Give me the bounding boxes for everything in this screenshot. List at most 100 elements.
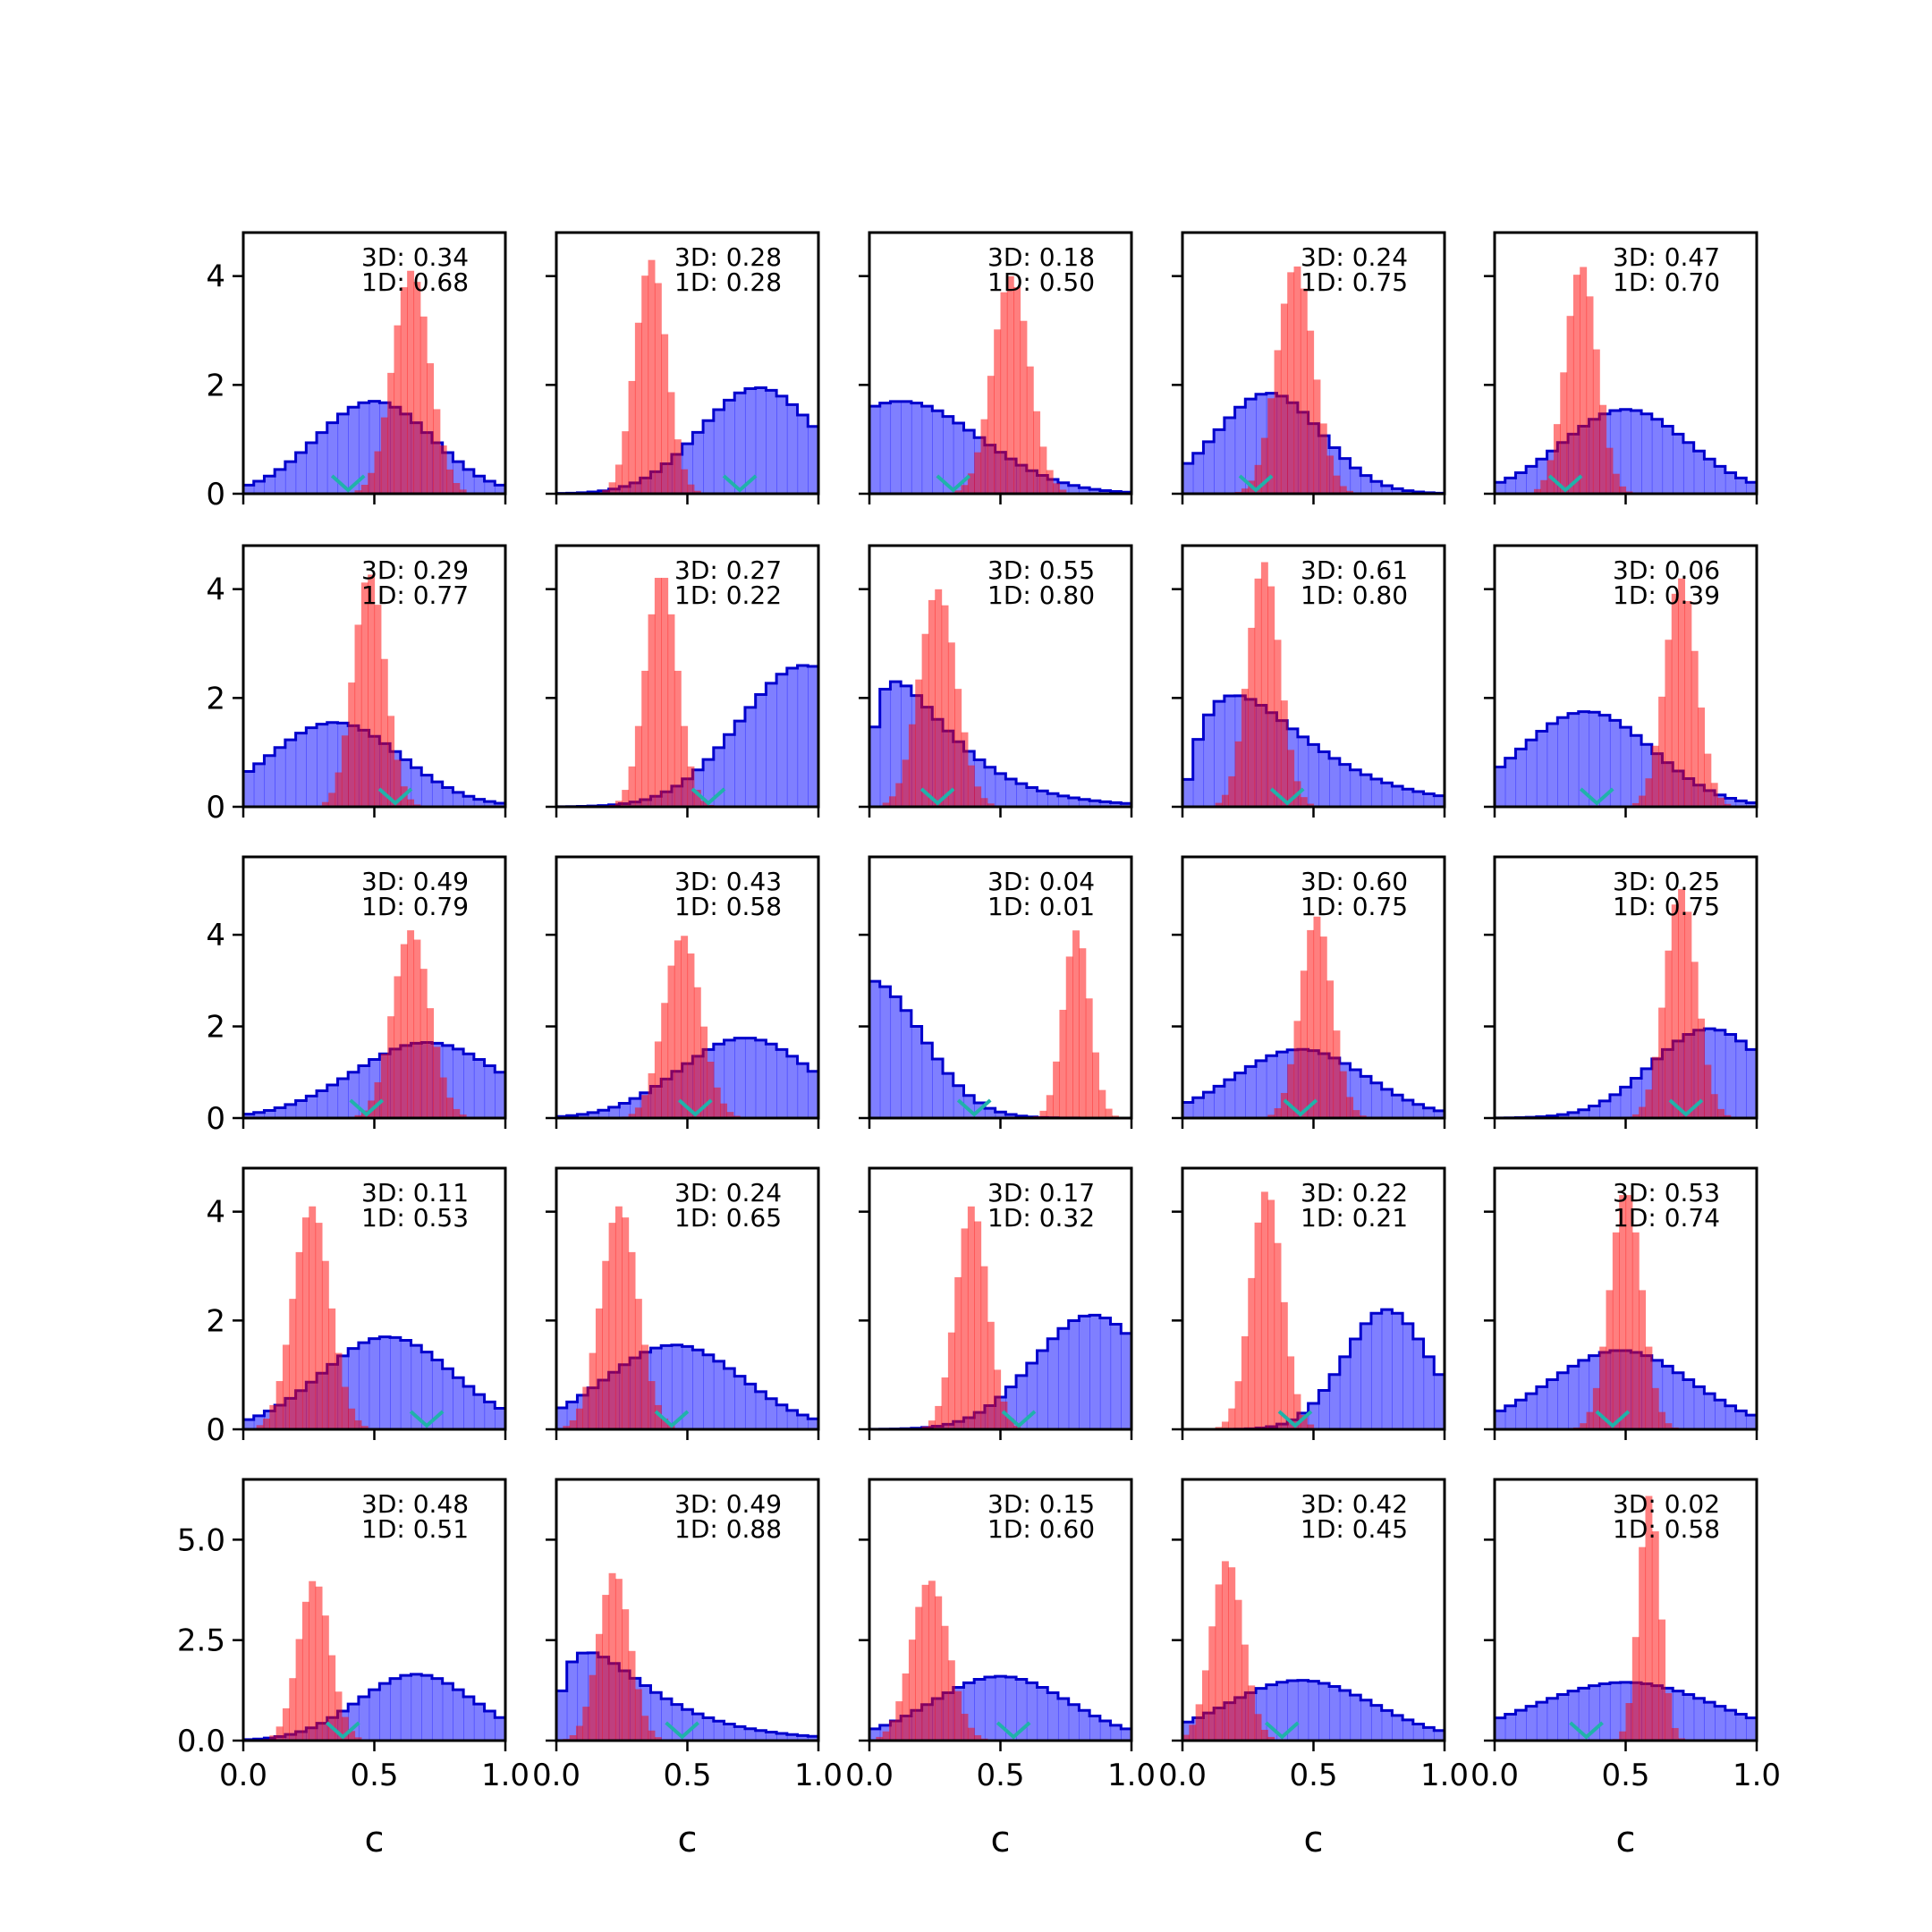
red-bar: [1698, 1018, 1705, 1118]
red-bar: [275, 1381, 284, 1429]
blue-bar: [1318, 1390, 1330, 1429]
blue-bar: [1495, 767, 1506, 807]
red-bar: [1658, 1411, 1666, 1429]
red-bar: [1724, 803, 1732, 807]
blue-bar: [724, 1724, 735, 1741]
red-bar: [895, 783, 903, 807]
red-bar: [1260, 1729, 1268, 1741]
blue-bar: [1651, 419, 1664, 494]
annotation-1d: 1D: 0.21: [1301, 1203, 1408, 1233]
panel-plot-area: [556, 259, 818, 494]
red-histogram: [563, 1206, 675, 1429]
red-bar: [269, 1735, 277, 1741]
red-bar: [321, 1615, 329, 1741]
blue-bar: [1578, 1109, 1590, 1118]
annotation-3d: 3D: 0.43: [674, 867, 782, 896]
red-bar: [1260, 437, 1268, 494]
blue-bar: [786, 1410, 799, 1429]
red-bar: [575, 1408, 583, 1429]
blue-bar: [1495, 1411, 1506, 1429]
red-bar: [1046, 1095, 1054, 1118]
blue-bar: [326, 1085, 339, 1118]
annotation-3d: 3D: 0.34: [361, 242, 469, 272]
red-bar: [902, 759, 910, 807]
red-bar: [335, 1352, 343, 1429]
blue-bar: [911, 402, 923, 494]
red-bar: [354, 1114, 362, 1118]
red-bar: [1287, 1356, 1295, 1429]
blue-bar: [358, 1343, 370, 1429]
blue-bar: [1203, 1092, 1215, 1118]
red-bar: [1619, 486, 1627, 494]
blue-bar: [1715, 466, 1726, 494]
blue-bar: [495, 485, 505, 494]
red-bar: [1639, 795, 1647, 807]
red-bar: [1307, 330, 1315, 494]
red-histogram: [608, 578, 715, 807]
red-bar: [1560, 372, 1568, 494]
blue-bar: [1192, 739, 1205, 807]
red-bar: [309, 1580, 317, 1741]
blue-bar: [1005, 1676, 1017, 1741]
annotation-3d: 3D: 0.24: [1301, 242, 1408, 272]
blue-bar: [1329, 758, 1341, 807]
red-bar: [994, 329, 1002, 494]
panel-plot-area: [243, 930, 505, 1118]
blue-bar: [734, 1376, 746, 1429]
annotation-1d: 1D: 0.39: [1613, 580, 1720, 610]
y-tick-label: 2: [206, 1010, 225, 1046]
annotation-1d: 1D: 0.75: [1613, 892, 1720, 921]
panel-plot-area: [1182, 266, 1445, 494]
red-bar: [1274, 1242, 1282, 1429]
red-bar: [1339, 1071, 1347, 1118]
blue-bar: [463, 469, 475, 494]
annotation-3d: 3D: 0.27: [674, 555, 782, 585]
red-bar: [1254, 578, 1262, 807]
blue-bar: [1057, 1328, 1070, 1429]
red-bar: [1000, 1401, 1008, 1429]
red-bar: [602, 489, 610, 494]
panel-plot-area: [869, 1580, 1131, 1741]
blue-bar: [1402, 490, 1414, 494]
blue-bar: [1339, 764, 1352, 807]
annotation-3d: 3D: 0.18: [987, 242, 1095, 272]
blue-bar: [317, 432, 328, 494]
red-bar: [1182, 1734, 1190, 1741]
blue-bar: [442, 1683, 453, 1741]
red-bar: [1684, 911, 1692, 1118]
red-bar: [980, 419, 988, 494]
annotation-1d: 1D: 0.60: [987, 1514, 1095, 1544]
marker-v: [330, 474, 366, 493]
blue-bar: [776, 1733, 788, 1741]
red-bar: [1346, 1097, 1354, 1118]
panel-plot-area: [243, 1580, 505, 1741]
blue-bar: [808, 1419, 818, 1429]
blue-bar: [995, 1112, 1006, 1118]
red-bar: [439, 1077, 447, 1118]
blue-bar: [755, 1391, 767, 1429]
red-bar: [1658, 1007, 1666, 1118]
red-bar: [648, 259, 656, 494]
blue-bar: [1746, 482, 1757, 494]
blue-bar: [1381, 1309, 1393, 1429]
red-bar: [1710, 1094, 1718, 1118]
y-tick-label: 4: [206, 918, 225, 953]
red-bar: [1619, 1731, 1627, 1741]
blue-bar: [275, 1107, 286, 1118]
blue-bar: [1735, 801, 1747, 807]
blue-bar: [1381, 486, 1393, 494]
blue-bar: [879, 689, 892, 807]
blue-bar: [1704, 459, 1716, 494]
annotation-3d: 3D: 0.28: [674, 242, 782, 272]
red-bar: [1241, 488, 1249, 494]
blue-bar: [1724, 798, 1737, 807]
blue-bar: [1266, 1055, 1278, 1118]
blue-bar: [1329, 1374, 1341, 1429]
blue-bar: [556, 1690, 568, 1741]
blue-bar: [1318, 751, 1330, 807]
blue-bar: [348, 1072, 360, 1118]
blue-bar: [1526, 466, 1538, 494]
red-bar: [935, 589, 943, 807]
